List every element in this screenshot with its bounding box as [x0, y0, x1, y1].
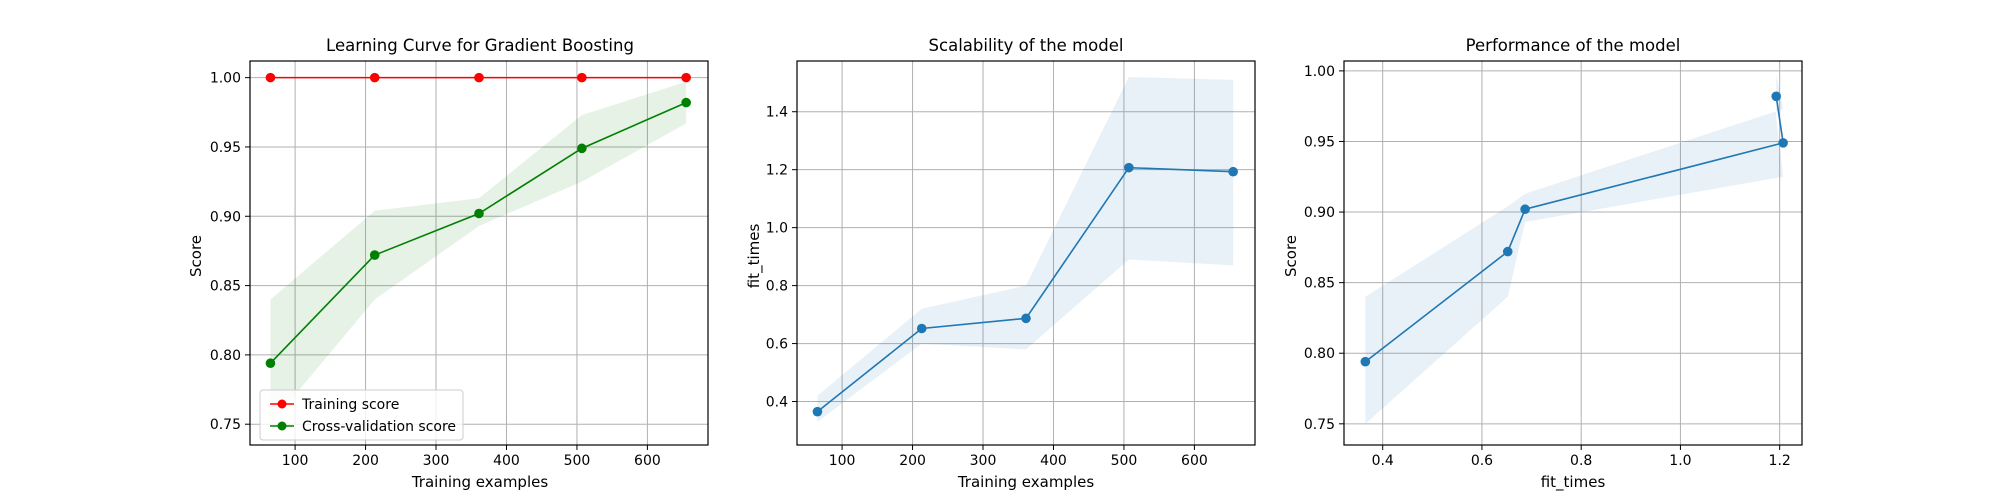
- x-axis-label: Training examples: [411, 473, 549, 491]
- legend-label-training: Training score: [301, 397, 399, 413]
- plot-frame: [796, 60, 1256, 446]
- y-tick-label: 0.80: [210, 348, 241, 364]
- data-point: [369, 72, 380, 83]
- data-point: [1520, 204, 1530, 215]
- chart-title: Learning Curve for Gradient Boosting: [326, 36, 634, 55]
- y-tick-label: 1.00: [1304, 64, 1335, 80]
- scalability-panel: Scalability of the model Training exampl…: [745, 36, 1256, 491]
- data-point: [1502, 246, 1513, 257]
- plot-frame: [1343, 60, 1803, 446]
- x-axis-label: Training examples: [957, 473, 1095, 491]
- data-point: [265, 358, 276, 369]
- legend-box: [259, 389, 464, 441]
- x-tick-label: 1.2: [1769, 453, 1791, 469]
- x-tick-label: 100: [829, 453, 856, 469]
- chart-title: Performance of the model: [1466, 36, 1681, 55]
- data-point: [474, 208, 484, 219]
- x-tick-label: 500: [1111, 453, 1138, 469]
- x-tick-label: 100: [282, 453, 309, 469]
- y-tick-label: 0.85: [210, 279, 241, 295]
- x-tick-label: 600: [1181, 453, 1208, 469]
- data-point: [916, 323, 927, 334]
- y-tick-label: 0.90: [210, 209, 241, 225]
- data-point: [577, 72, 587, 83]
- y-axis-label: fit_times: [745, 224, 764, 289]
- y-tick-label: 0.90: [1304, 205, 1335, 221]
- y-tick-label: 1.4: [766, 105, 788, 121]
- learning-curve-panel: Learning Curve for Gradient Boosting Tra…: [187, 36, 709, 491]
- y-tick-label: 0.4: [766, 395, 788, 411]
- legend-marker-training: [277, 399, 287, 409]
- y-tick-label: 1.0: [766, 221, 788, 237]
- data-point: [1228, 166, 1238, 177]
- legend: Training score Cross-validation score: [259, 389, 464, 441]
- x-tick-label: 300: [423, 453, 450, 469]
- y-tick-label: 1.2: [766, 163, 788, 179]
- data-point: [1360, 356, 1371, 367]
- data-point: [577, 143, 587, 154]
- legend-label-cv: Cross-validation score: [302, 419, 456, 435]
- chart-title: Scalability of the model: [929, 36, 1124, 55]
- performance-panel: Performance of the model fit_times Score…: [1282, 36, 1803, 492]
- data-point: [1771, 91, 1781, 102]
- x-tick-label: 0.8: [1570, 453, 1592, 469]
- confidence-band: [270, 81, 687, 425]
- x-tick-label: 400: [1040, 453, 1067, 469]
- legend-marker-cv: [277, 421, 287, 431]
- y-tick-label: 0.85: [1304, 276, 1335, 292]
- data-point: [474, 72, 484, 83]
- y-axis-label: Score: [187, 235, 205, 277]
- y-tick-label: 0.95: [1304, 134, 1335, 150]
- y-tick-label: 0.6: [766, 337, 788, 353]
- y-tick-label: 0.75: [1304, 417, 1335, 433]
- x-tick-label: 200: [899, 453, 926, 469]
- x-tick-label: 0.6: [1471, 453, 1493, 469]
- data-point: [1124, 162, 1134, 173]
- y-tick-label: 0.8: [766, 279, 788, 295]
- confidence-band: [1365, 75, 1784, 424]
- data-point: [265, 72, 276, 83]
- data-point: [812, 406, 823, 417]
- x-tick-label: 1.0: [1669, 453, 1691, 469]
- x-tick-label: 0.4: [1372, 453, 1394, 469]
- x-axis-label: fit_times: [1541, 473, 1606, 492]
- x-tick-label: 300: [970, 453, 997, 469]
- x-tick-label: 500: [564, 453, 591, 469]
- data-point: [1778, 138, 1788, 148]
- y-tick-label: 0.75: [210, 417, 241, 433]
- data-point: [681, 72, 691, 83]
- plot-frame: [249, 60, 709, 446]
- data-point: [1021, 313, 1031, 324]
- x-tick-label: 600: [634, 453, 661, 469]
- x-tick-label: 200: [352, 453, 379, 469]
- y-tick-label: 1.00: [210, 71, 241, 87]
- y-axis-label: Score: [1282, 235, 1300, 277]
- x-tick-label: 400: [493, 453, 520, 469]
- data-point: [369, 250, 380, 260]
- data-point: [681, 97, 691, 108]
- y-tick-label: 0.95: [210, 140, 241, 156]
- y-tick-label: 0.80: [1304, 346, 1335, 362]
